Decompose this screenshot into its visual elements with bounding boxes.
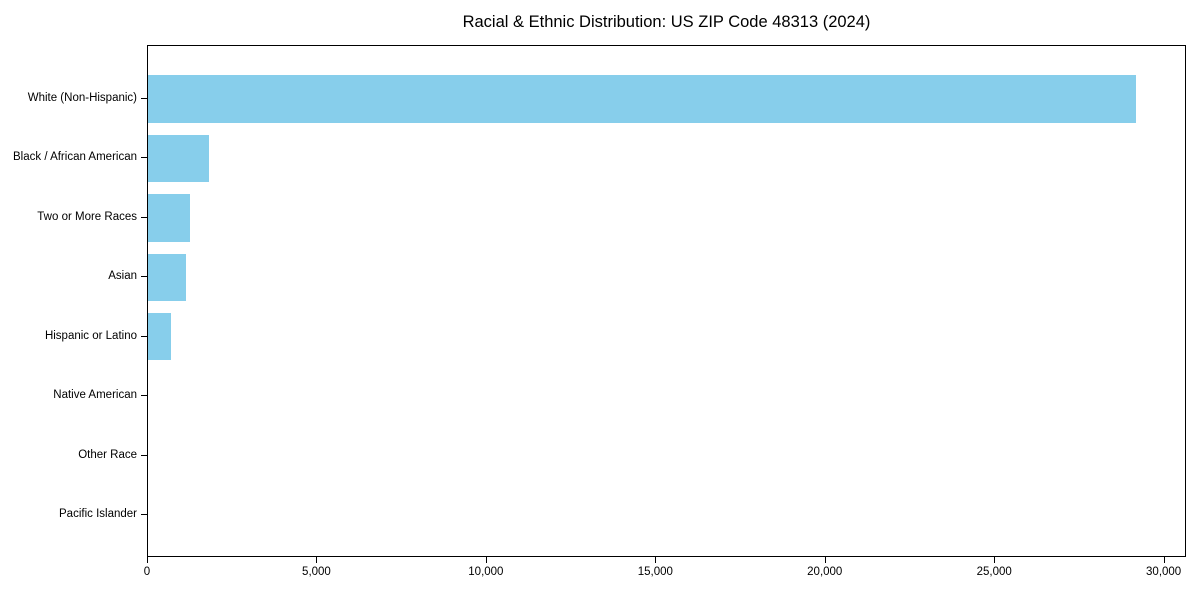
y-tick-mark: [141, 514, 147, 515]
x-tick-mark: [824, 557, 826, 563]
y-tick-label: Asian: [108, 270, 137, 283]
y-tick-mark: [141, 216, 147, 218]
y-tick-mark: [141, 395, 147, 397]
y-tick-label: Native American: [53, 389, 137, 402]
y-tick-mark: [141, 335, 147, 337]
x-tick-mark: [485, 557, 487, 563]
x-tick-mark: [147, 557, 148, 563]
x-tick-label: 30,000: [1146, 566, 1182, 578]
bar: [148, 253, 187, 302]
plot-area: [147, 45, 1186, 557]
bar: [148, 134, 209, 183]
y-tick-label: Pacific Islander: [59, 508, 137, 520]
x-tick-label: 10,000: [468, 566, 504, 578]
chart-title: Racial & Ethnic Distribution: US ZIP Cod…: [462, 13, 871, 31]
y-tick-label: Other Race: [78, 448, 137, 461]
y-tick-mark: [141, 98, 147, 99]
bar: [148, 75, 1136, 123]
x-tick-mark: [994, 557, 996, 563]
x-tick-mark: [1163, 557, 1165, 563]
bar: [148, 194, 190, 242]
x-tick-label: 5,000: [302, 566, 331, 578]
x-tick-mark: [655, 557, 657, 563]
x-tick-label: 25,000: [976, 566, 1012, 578]
y-tick-label: Black / African American: [13, 151, 137, 164]
x-tick-label: 20,000: [807, 566, 843, 578]
y-tick-label: Two or More Races: [37, 210, 137, 223]
y-tick-label: Hispanic or Latino: [44, 329, 137, 342]
y-tick-mark: [141, 276, 147, 278]
x-tick-label: 0: [143, 566, 151, 578]
x-tick-mark: [316, 557, 318, 563]
bar: [148, 312, 171, 361]
x-tick-label: 15,000: [637, 566, 673, 578]
y-tick-label: White (Non-Hispanic): [27, 92, 137, 104]
y-tick-mark: [141, 454, 147, 456]
y-tick-mark: [141, 157, 147, 159]
